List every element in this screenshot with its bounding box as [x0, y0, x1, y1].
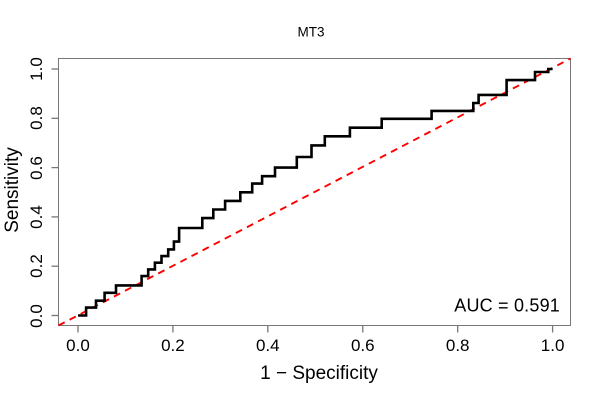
auc-annotation: AUC = 0.591 — [454, 295, 560, 316]
chance-diagonal-line — [58, 57, 571, 327]
y-tick-label-0: 0.0 — [27, 303, 46, 328]
y-tick-label-1: 0.2 — [27, 254, 46, 279]
y-tick-label-4: 0.8 — [27, 106, 46, 131]
x-axis-label: 1 − Specificity — [260, 363, 378, 384]
x-tick-label-0: 0.0 — [66, 336, 90, 355]
x-tick-label-1: 0.2 — [161, 336, 185, 355]
plot-box-border — [58, 58, 571, 326]
roc-curve-line — [78, 67, 553, 317]
y-axis-label: Sensitivity — [2, 147, 23, 233]
y-tick-label-5: 1.0 — [27, 57, 46, 81]
x-tick-label-2: 0.4 — [255, 336, 280, 355]
x-tick-label-5: 1.0 — [540, 336, 565, 355]
y-tick-label-2: 0.4 — [27, 205, 46, 229]
y-tick-label-3: 0.6 — [27, 155, 46, 180]
chart-title: MT3 — [297, 24, 325, 40]
x-tick-label-4: 0.8 — [445, 336, 470, 355]
x-tick-label-3: 0.6 — [350, 336, 375, 355]
